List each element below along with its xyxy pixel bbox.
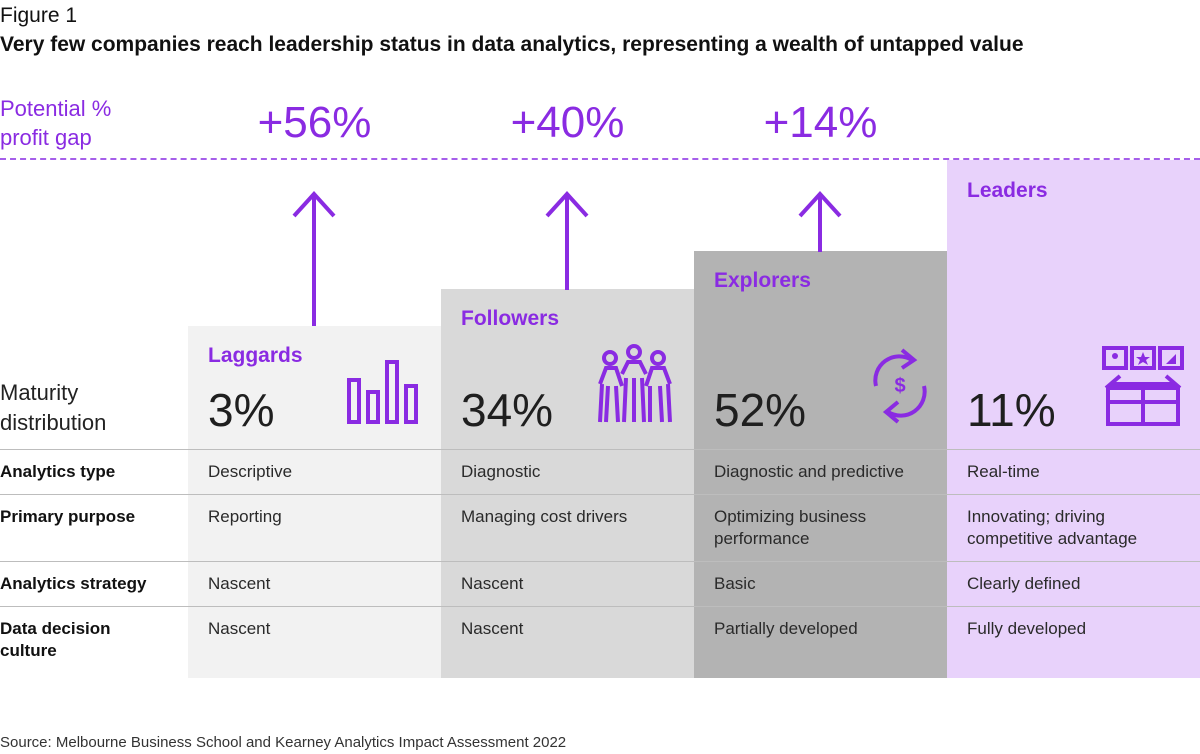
cell-explorers-data-decision-culture: Partially developed [714, 619, 858, 638]
maturity-distribution-label: Maturity distribution [0, 378, 106, 438]
figure-title: Very few companies reach leadership stat… [0, 33, 1024, 56]
segment-name-followers: Followers [461, 307, 560, 330]
cell-leaders-data-decision-culture: Fully developed [967, 619, 1087, 638]
segment-name-explorers: Explorers [714, 269, 811, 292]
figure-label: Figure 1 [0, 4, 78, 27]
svg-text:$: $ [894, 375, 905, 397]
people-group-icon [598, 344, 672, 423]
cell-explorers-analytics-type: Diagnostic and predictive [714, 462, 904, 481]
profit-gap-label: Potential % profit gap [0, 94, 111, 152]
gap-value-followers: +40% [510, 98, 625, 147]
segment-name-laggards: Laggards [208, 344, 303, 367]
arrow-up-icon [292, 191, 336, 326]
cell-followers-analytics-type: Diagnostic [461, 462, 541, 481]
cell-line: Innovating; driving [967, 507, 1105, 526]
row-label-primary-purpose: Primary purpose [0, 507, 136, 526]
row-divider [0, 494, 1200, 495]
cell-explorers-analytics-strategy: Basic [714, 574, 756, 593]
profit-gap-label-line1: Potential % [0, 96, 112, 121]
row-label-analytics-strategy: Analytics strategy [0, 574, 147, 593]
profit-gap-divider [0, 158, 1200, 160]
maturity-label-line1: Maturity [0, 380, 79, 405]
cell-line: performance [714, 529, 810, 548]
cell-laggards-analytics-type: Descriptive [208, 462, 293, 481]
gap-value-laggards: +56% [257, 98, 372, 147]
leaders-column [947, 160, 1200, 678]
open-box-icon [1102, 346, 1184, 426]
cell-explorers-primary-purpose: Optimizing business performance [714, 506, 866, 550]
source-note: Source: Melbourne Business School and Ke… [0, 734, 567, 751]
gap-value-explorers: +14% [763, 98, 878, 147]
profit-gap-label-line2: profit gap [0, 125, 92, 150]
segment-name-leaders: Leaders [967, 179, 1048, 202]
row-divider [0, 449, 1200, 450]
dollar-cycle-icon: $ [873, 348, 927, 424]
arrow-up-icon [798, 191, 842, 252]
cell-followers-data-decision-culture: Nascent [461, 619, 524, 638]
cell-line: competitive advantage [967, 529, 1138, 548]
cell-laggards-analytics-strategy: Nascent [208, 574, 271, 593]
row-label-ddc-line1: Data decision [0, 619, 111, 638]
cell-leaders-analytics-type: Real-time [967, 462, 1040, 481]
row-label-analytics-type: Analytics type [0, 462, 116, 481]
bar-chart-icon [347, 360, 418, 424]
pct-followers: 34% [461, 384, 554, 436]
arrow-up-icon [545, 191, 589, 290]
cell-line: Optimizing business [714, 507, 867, 526]
row-divider [0, 606, 1200, 607]
cell-laggards-data-decision-culture: Nascent [208, 619, 271, 638]
row-divider [0, 561, 1200, 562]
cell-followers-analytics-strategy: Nascent [461, 574, 524, 593]
pct-explorers: 52% [714, 384, 807, 436]
maturity-label-line2: distribution [0, 410, 107, 435]
cell-followers-primary-purpose: Managing cost drivers [461, 506, 627, 528]
pct-laggards: 3% [208, 384, 275, 436]
cell-line: Reporting [208, 507, 282, 526]
row-label-ddc-line2: culture [0, 641, 57, 660]
pct-leaders: 11% [967, 384, 1056, 436]
cell-line: Managing cost drivers [461, 507, 628, 526]
row-label-data-decision-culture: Data decision culture [0, 618, 111, 662]
cell-laggards-primary-purpose: Reporting [208, 506, 282, 528]
cell-leaders-primary-purpose: Innovating; driving competitive advantag… [967, 506, 1137, 550]
cell-leaders-analytics-strategy: Clearly defined [967, 574, 1081, 593]
